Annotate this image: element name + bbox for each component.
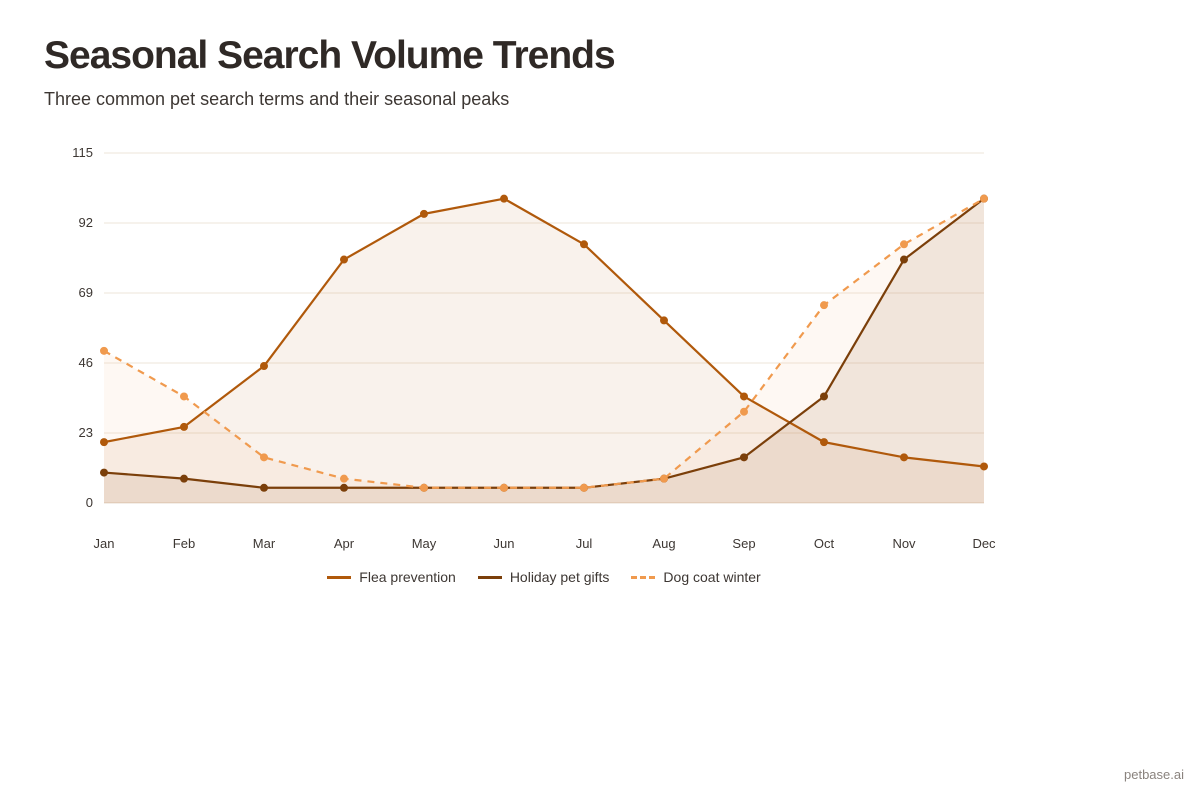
legend-swatch xyxy=(327,575,352,579)
data-point xyxy=(420,483,428,492)
data-point xyxy=(340,255,348,264)
data-point xyxy=(260,362,268,371)
series-line xyxy=(103,197,985,489)
data-point xyxy=(420,209,428,218)
legend-item: Holiday pet gifts xyxy=(477,569,610,585)
data-point xyxy=(180,422,188,431)
data-point xyxy=(580,483,588,492)
legend-label: Dog coat winter xyxy=(663,569,761,585)
x-tick-label: Feb xyxy=(173,536,195,551)
data-point xyxy=(660,316,668,325)
data-point xyxy=(340,474,348,483)
x-tick-label: Jul xyxy=(576,536,593,551)
data-point xyxy=(740,453,748,462)
data-point xyxy=(900,255,908,264)
chart-title: Seasonal Search Volume Trends xyxy=(44,34,616,77)
data-point xyxy=(260,453,268,462)
x-tick-label: Mar xyxy=(253,536,276,551)
y-tick-label: 69 xyxy=(79,285,93,300)
y-tick-label: 23 xyxy=(79,425,93,440)
legend-item: Flea prevention xyxy=(327,569,456,585)
x-tick-label: Oct xyxy=(814,536,835,551)
data-point xyxy=(100,468,108,477)
y-tick-label: 0 xyxy=(86,495,93,510)
x-tick-label: Jan xyxy=(94,536,115,551)
legend-item: Dog coat winter xyxy=(631,569,761,585)
data-point xyxy=(660,474,668,483)
x-tick-label: May xyxy=(412,536,437,551)
y-tick-label: 92 xyxy=(79,215,93,230)
series-area xyxy=(104,198,984,504)
data-point xyxy=(580,240,588,249)
data-point xyxy=(500,194,508,203)
y-tick-label: 46 xyxy=(79,355,93,370)
data-point xyxy=(820,392,828,401)
legend: Flea prevention Holiday pet gifts Dog coat… xyxy=(0,569,1088,585)
data-point xyxy=(260,483,268,492)
series-line xyxy=(103,197,985,468)
data-point xyxy=(900,453,908,462)
footer-brand: petbase.ai xyxy=(1124,767,1184,782)
x-tick-label: Sep xyxy=(732,536,755,551)
series-line xyxy=(103,197,985,489)
legend-label: Flea prevention xyxy=(359,569,456,585)
data-point xyxy=(820,301,828,310)
legend-swatch xyxy=(477,575,502,579)
x-tick-label: Apr xyxy=(334,536,355,551)
y-tick-label: 115 xyxy=(72,145,93,160)
legend-swatch xyxy=(631,575,656,579)
data-point xyxy=(100,346,108,355)
series-area xyxy=(104,198,984,504)
chart-subtitle: Three common pet search terms and their … xyxy=(44,89,510,109)
data-point xyxy=(980,462,988,471)
legend-label: Holiday pet gifts xyxy=(509,569,610,585)
x-tick-label: Nov xyxy=(892,536,916,551)
data-point xyxy=(180,474,188,483)
series-area xyxy=(104,198,984,504)
data-point xyxy=(180,392,188,401)
data-point xyxy=(500,483,508,492)
data-point xyxy=(980,194,988,203)
data-point xyxy=(740,392,748,401)
x-tick-label: Jun xyxy=(494,536,515,551)
data-point xyxy=(820,438,828,447)
data-point xyxy=(900,240,908,249)
data-point xyxy=(100,438,108,447)
x-tick-label: Aug xyxy=(652,536,675,551)
x-tick-label: Dec xyxy=(972,536,996,551)
data-point xyxy=(340,483,348,492)
data-point xyxy=(740,407,748,416)
